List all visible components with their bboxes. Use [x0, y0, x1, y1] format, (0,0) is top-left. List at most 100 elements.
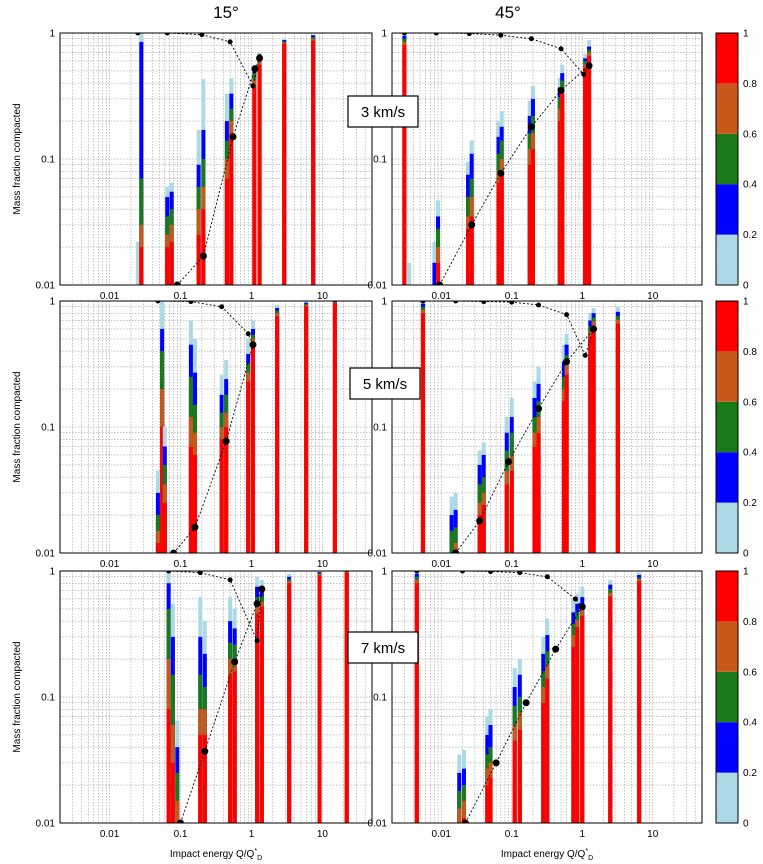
- y-axis-label: Mass fraction compacted: [12, 371, 23, 482]
- bar-segment-4: [165, 247, 170, 285]
- bar-segment-4: [332, 303, 337, 553]
- bar-4: [436, 200, 441, 285]
- curves: [135, 33, 264, 285]
- bar-segment-4: [232, 671, 237, 823]
- bar-segment-4: [637, 581, 642, 823]
- x-tick-label: 0.1: [505, 829, 519, 840]
- bars: [135, 33, 316, 285]
- bar-segment-4: [532, 446, 537, 553]
- bar-segment-4: [170, 762, 175, 823]
- x-axis-label-main: Impact energy Q/Q: [501, 849, 586, 860]
- bar-14: [587, 39, 592, 285]
- bar-segment-1: [432, 262, 437, 285]
- bar-12: [560, 64, 565, 285]
- bar-segment-4: [517, 729, 522, 823]
- bar-segment-0: [407, 262, 412, 285]
- bar-12: [588, 313, 593, 553]
- bar-segment-2: [453, 527, 458, 553]
- colorbar-segment: [716, 401, 738, 453]
- bar-11: [557, 77, 562, 285]
- x-tick-label: 0.1: [174, 291, 188, 302]
- curve-increasing-point: [251, 65, 259, 73]
- colorbar-segment: [716, 772, 738, 823]
- curve-decreasing-point: [197, 571, 203, 576]
- bar-9: [250, 320, 255, 553]
- bar-5: [202, 621, 207, 823]
- colorbar-tick-label: 0.2: [743, 768, 757, 779]
- colorbar-segment: [716, 351, 738, 402]
- bar-10: [287, 573, 292, 823]
- curves: [155, 301, 257, 553]
- curve-increasing-point: [535, 405, 543, 413]
- bar-segment-2: [449, 530, 454, 553]
- bar-4: [169, 182, 174, 285]
- colorbar-tick-label: 0.6: [743, 667, 757, 678]
- colorbar-tick-label: 1: [743, 567, 749, 578]
- curve-increasing-point: [191, 523, 199, 531]
- bar-11: [304, 301, 309, 553]
- bar-segment-4: [287, 583, 292, 823]
- curve-decreasing-point: [227, 577, 233, 583]
- bar-segment-4: [414, 583, 419, 823]
- bar-segment-4: [530, 149, 535, 285]
- bars: [414, 571, 642, 823]
- bar-segment-4: [564, 374, 569, 553]
- colorbar-tick-label: 0.8: [743, 79, 757, 90]
- bar-13: [591, 307, 596, 553]
- curve-decreasing-line: [168, 571, 263, 643]
- bar-3: [432, 241, 437, 285]
- panel-6: 0.01 0.1 1 10 0.01 0.1 1 Impact energy Q/Q*D: [368, 567, 703, 862]
- curve-increasing-line: [464, 606, 583, 823]
- bar-2: [449, 496, 454, 553]
- grid: [59, 33, 373, 285]
- curve-increasing-point: [527, 123, 535, 131]
- bar-segment-4: [201, 209, 206, 285]
- x-tick-label: 1: [249, 829, 255, 840]
- plot-frame: [391, 300, 703, 554]
- bar-6: [512, 667, 517, 823]
- bar-1: [155, 470, 160, 553]
- colorbar-tick-label: 0.6: [743, 129, 757, 140]
- curve-increasing-line: [176, 58, 261, 285]
- bar-segment-4: [304, 306, 309, 553]
- plot-frame: [391, 570, 703, 824]
- bar-segment-4: [166, 709, 171, 823]
- colorbar-segment: [716, 83, 738, 134]
- curve-decreasing-line: [157, 301, 254, 345]
- bars: [402, 33, 592, 285]
- colorbar-tick-label: 1: [743, 297, 749, 308]
- row-label-7kms: 7 km/s: [347, 631, 419, 664]
- y-tick-label: 0.01: [368, 819, 388, 830]
- curve-decreasing-point: [219, 304, 225, 310]
- bar-segment-4: [561, 401, 566, 553]
- bar-segment-4: [257, 64, 262, 285]
- colorbar-tick-label: 0.8: [743, 617, 757, 628]
- colorbar-segment: [716, 133, 738, 185]
- curve-increasing-point: [170, 549, 178, 553]
- bar-segment-1: [139, 41, 144, 285]
- grid: [59, 571, 373, 823]
- bar-6: [504, 417, 509, 553]
- bar-segment-4: [202, 734, 207, 823]
- curve-increasing-point: [468, 221, 476, 229]
- bar-segment-2: [175, 772, 180, 823]
- bar-segment-4: [588, 336, 593, 553]
- bar-segment-4: [527, 164, 532, 285]
- plot-frame: [391, 32, 703, 286]
- bar-8: [541, 636, 546, 823]
- bar-segment-4: [317, 575, 322, 823]
- bar-segment-4: [228, 674, 233, 823]
- x-tick-label: 10: [317, 291, 329, 302]
- bar-segment-4: [541, 702, 546, 823]
- x-tick-label: 10: [647, 559, 659, 570]
- bar-10: [571, 598, 576, 823]
- curve-increasing-point: [258, 585, 266, 593]
- bar-8: [229, 77, 234, 285]
- curve-decreasing-point: [564, 312, 570, 318]
- curve-increasing-line: [455, 328, 594, 553]
- bar-2: [139, 33, 144, 285]
- y-tick-label: 0.01: [36, 281, 56, 292]
- x-tick-label: 0.1: [174, 559, 188, 570]
- bar-segment-4: [591, 325, 596, 553]
- colorbar-segment: [716, 184, 738, 235]
